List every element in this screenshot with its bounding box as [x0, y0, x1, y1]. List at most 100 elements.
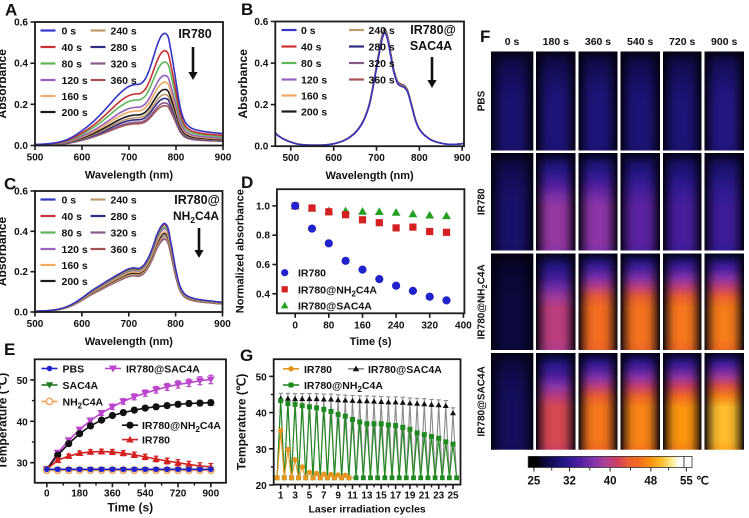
- svg-text:0.2: 0.2: [254, 100, 268, 111]
- svg-text:600: 600: [74, 153, 91, 164]
- svg-text:0.4: 0.4: [256, 289, 270, 300]
- svg-text:240 s: 240 s: [111, 26, 137, 38]
- svg-text:PBS: PBS: [63, 364, 85, 376]
- svg-text:0.4: 0.4: [254, 59, 268, 70]
- svg-text:21: 21: [419, 491, 431, 502]
- svg-text:3: 3: [292, 491, 298, 502]
- svg-text:B: B: [241, 0, 253, 19]
- svg-text:IR780: IR780: [298, 268, 326, 280]
- svg-text:C: C: [4, 175, 16, 194]
- svg-text:180: 180: [71, 488, 88, 499]
- svg-text:IR780@SAC4A: IR780@SAC4A: [126, 364, 200, 376]
- svg-text:32: 32: [563, 476, 576, 488]
- svg-text:0.8: 0.8: [256, 231, 270, 242]
- svg-text:0 s: 0 s: [301, 25, 316, 37]
- svg-text:120 s: 120 s: [62, 75, 88, 87]
- svg-text:25: 25: [447, 491, 459, 502]
- svg-text:0.4: 0.4: [14, 227, 28, 238]
- svg-text:SAC4A: SAC4A: [410, 39, 452, 53]
- svg-text:D: D: [241, 173, 253, 192]
- svg-text:13: 13: [361, 491, 373, 502]
- svg-text:0.0: 0.0: [254, 142, 268, 153]
- svg-text:0.0: 0.0: [14, 308, 28, 319]
- svg-text:0: 0: [44, 488, 50, 499]
- svg-text:IR780@NH2C4A: IR780@NH2C4A: [304, 380, 383, 394]
- svg-text:360: 360: [104, 488, 121, 499]
- svg-text:Temperature (℃): Temperature (℃): [234, 374, 248, 471]
- svg-text:900: 900: [214, 319, 231, 330]
- svg-text:E: E: [4, 340, 15, 359]
- svg-text:Absorbance: Absorbance: [0, 217, 9, 287]
- svg-text:Time (s): Time (s): [107, 500, 153, 514]
- svg-text:540: 540: [137, 488, 154, 499]
- svg-text:IR780@NH2C4A: IR780@NH2C4A: [477, 264, 490, 339]
- svg-text:0 s: 0 s: [62, 195, 77, 207]
- svg-text:30: 30: [17, 459, 29, 470]
- svg-text:F: F: [480, 27, 490, 46]
- svg-text:40 s: 40 s: [62, 211, 83, 223]
- svg-text:0.6: 0.6: [14, 187, 28, 198]
- svg-text:80: 80: [323, 320, 335, 331]
- svg-text:Laser irradiation cycles: Laser irradiation cycles: [308, 504, 425, 516]
- svg-text:G: G: [240, 346, 253, 365]
- svg-text:9: 9: [335, 491, 341, 502]
- svg-text:17: 17: [390, 491, 402, 502]
- svg-text:20: 20: [256, 481, 268, 492]
- svg-text:0 s: 0 s: [62, 26, 77, 38]
- svg-text:15: 15: [376, 491, 388, 502]
- svg-text:600: 600: [74, 319, 91, 330]
- svg-text:40: 40: [604, 476, 617, 488]
- svg-text:5: 5: [307, 491, 313, 502]
- svg-text:200 s: 200 s: [62, 276, 88, 288]
- svg-text:160 s: 160 s: [62, 91, 88, 103]
- svg-text:19: 19: [404, 491, 416, 502]
- svg-text:IR780: IR780: [477, 188, 488, 215]
- svg-text:0: 0: [292, 320, 298, 331]
- svg-text:IR780@SAC4A: IR780@SAC4A: [368, 364, 442, 376]
- svg-text:720: 720: [170, 488, 187, 499]
- svg-text:160: 160: [354, 320, 371, 331]
- svg-text:IR780@: IR780@: [410, 23, 456, 37]
- svg-text:120 s: 120 s: [301, 75, 327, 87]
- svg-text:120 s: 120 s: [62, 244, 88, 256]
- svg-text:0.4: 0.4: [14, 59, 28, 70]
- svg-text:800: 800: [167, 319, 184, 330]
- svg-text:40 s: 40 s: [301, 42, 322, 54]
- svg-text:320 s: 320 s: [111, 228, 137, 240]
- svg-text:NH2C4A: NH2C4A: [63, 397, 104, 411]
- svg-text:1: 1: [278, 491, 284, 502]
- svg-text:720 s: 720 s: [669, 36, 695, 48]
- svg-text:160 s: 160 s: [62, 260, 88, 272]
- svg-text:Temperature (℃): Temperature (℃): [0, 373, 10, 470]
- svg-text:900: 900: [454, 153, 471, 164]
- svg-text:700: 700: [120, 319, 137, 330]
- svg-text:11: 11: [347, 491, 358, 502]
- svg-text:A: A: [5, 1, 17, 20]
- svg-text:80 s: 80 s: [62, 59, 83, 71]
- svg-text:7: 7: [321, 491, 327, 502]
- svg-text:Wavelength (nm): Wavelength (nm): [325, 170, 414, 182]
- svg-text:540 s: 540 s: [627, 36, 653, 48]
- svg-text:0 s: 0 s: [505, 36, 520, 48]
- svg-text:360 s: 360 s: [585, 36, 611, 48]
- svg-text:700: 700: [121, 153, 138, 164]
- svg-text:320 s: 320 s: [111, 59, 137, 71]
- svg-text:900: 900: [215, 153, 232, 164]
- svg-text:280 s: 280 s: [111, 42, 137, 54]
- svg-text:1.0: 1.0: [256, 201, 270, 212]
- svg-text:IR780@NH2C4A: IR780@NH2C4A: [298, 284, 377, 298]
- svg-text:280 s: 280 s: [111, 211, 137, 223]
- svg-text:180 s: 180 s: [543, 36, 569, 48]
- svg-text:25: 25: [528, 476, 541, 488]
- svg-text:200 s: 200 s: [62, 107, 88, 119]
- svg-text:IR780: IR780: [304, 364, 332, 376]
- svg-text:0.6: 0.6: [14, 18, 28, 29]
- svg-text:IR780@SAC4A: IR780@SAC4A: [298, 301, 372, 313]
- svg-text:40: 40: [17, 417, 29, 428]
- svg-text:500: 500: [282, 153, 299, 164]
- svg-text:240: 240: [388, 320, 405, 331]
- svg-text:800: 800: [168, 153, 185, 164]
- svg-text:500: 500: [27, 319, 44, 330]
- svg-text:0.6: 0.6: [256, 260, 270, 271]
- svg-text:IR780@: IR780@: [174, 193, 220, 207]
